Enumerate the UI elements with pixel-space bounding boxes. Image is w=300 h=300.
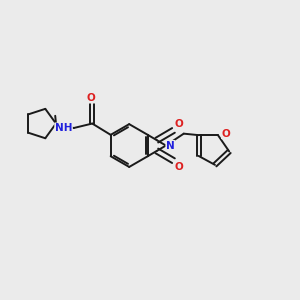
Text: O: O [221,129,230,139]
Text: N: N [166,140,175,151]
Text: O: O [175,162,184,172]
Text: O: O [175,119,184,129]
Text: O: O [86,93,95,103]
Text: NH: NH [55,123,72,133]
